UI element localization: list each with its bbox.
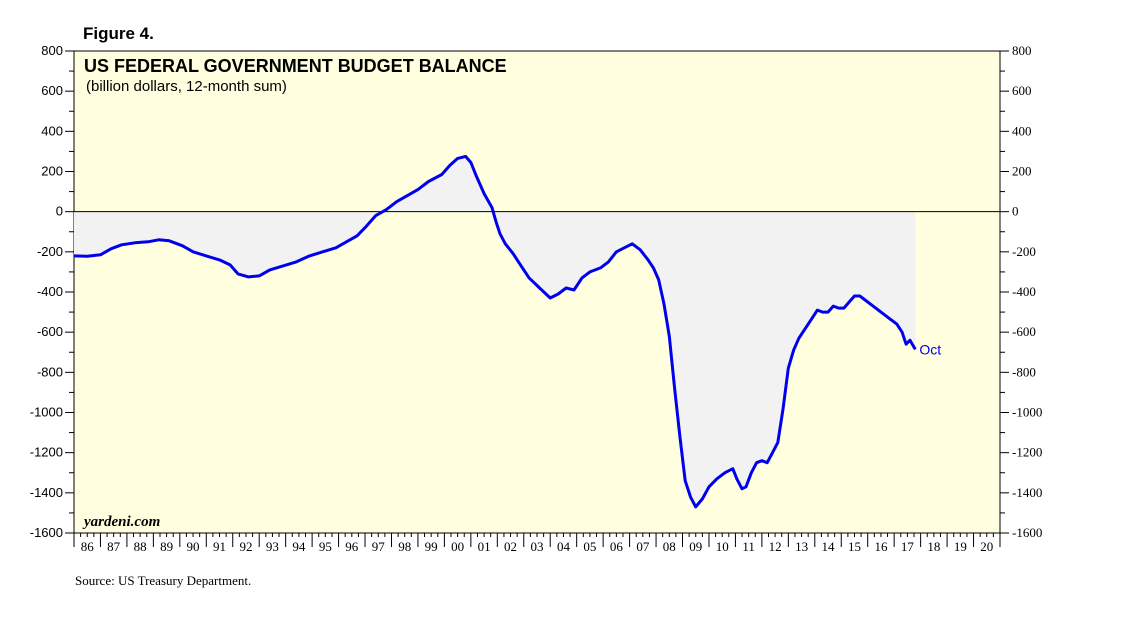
- x-tick-label: 88: [134, 539, 147, 554]
- y-tick-label-left: -800: [37, 364, 63, 379]
- deficit-area-fill: [74, 156, 916, 507]
- x-axis: 86 87 88 89 90 91 92 93 94 95 96 97 98 99 00 01 02 03 04 05…: [73, 533, 1001, 554]
- y-tick-label-right: 400: [1012, 123, 1032, 138]
- x-tick-label: 92: [239, 539, 252, 554]
- y-tick-label-left: 200: [41, 164, 63, 179]
- x-tick-label: 09: [689, 539, 702, 554]
- x-tick-label: 11: [742, 539, 755, 554]
- y-tick-label-left: -200: [37, 244, 63, 259]
- y-axis-left: 800 600 400 200 0 -200 -400 -600 -800 -1000 -1200 -…: [30, 43, 74, 540]
- y-tick-label-right: -1600: [1012, 525, 1042, 540]
- y-tick-label-right: -1000: [1012, 405, 1042, 420]
- latest-month-annotation: Oct: [919, 341, 941, 357]
- y-tick-label-left: -1000: [30, 405, 63, 420]
- y-tick-label-right: -400: [1012, 284, 1036, 299]
- x-tick-label: 06: [610, 539, 624, 554]
- x-tick-label: 19: [954, 539, 967, 554]
- y-tick-label-left: -1400: [30, 485, 63, 500]
- x-tick-label: 14: [822, 539, 836, 554]
- chart-title: US FEDERAL GOVERNMENT BUDGET BALANCE: [84, 56, 507, 76]
- x-tick-label: 02: [504, 539, 517, 554]
- y-tick-label-right: 0: [1012, 204, 1019, 219]
- x-tick-label: 99: [425, 539, 438, 554]
- x-tick-label: 07: [636, 539, 650, 554]
- y-tick-label-left: -1200: [30, 445, 63, 460]
- y-axis-right: 800 600 400 200 0 -200 -400 -600 -800 -1000 -1200 -…: [1000, 43, 1042, 540]
- x-tick-label: 16: [874, 539, 888, 554]
- x-tick-label: 03: [531, 539, 544, 554]
- series-line: [73, 154, 917, 509]
- x-tick-label: 15: [848, 539, 861, 554]
- x-tick-label: 89: [160, 539, 173, 554]
- x-tick-label: 94: [292, 539, 306, 554]
- x-tick-label: 98: [398, 539, 411, 554]
- x-tick-label: 10: [716, 539, 729, 554]
- y-tick-label-right: -800: [1012, 364, 1036, 379]
- x-tick-label: 93: [266, 539, 279, 554]
- x-tick-label: 91: [213, 539, 226, 554]
- x-tick-label: 87: [107, 539, 121, 554]
- y-tick-label-right: 800: [1012, 43, 1032, 58]
- x-tick-label: 04: [557, 539, 571, 554]
- y-tick-label-right: -1200: [1012, 445, 1042, 460]
- y-tick-label-left: 400: [41, 123, 63, 138]
- y-tick-label-right: -1400: [1012, 485, 1042, 500]
- y-tick-label-left: 800: [41, 43, 63, 58]
- x-tick-label: 01: [478, 539, 491, 554]
- figure-label: Figure 4.: [83, 24, 154, 43]
- x-tick-label: 95: [319, 539, 332, 554]
- y-tick-label-left: 600: [41, 83, 63, 98]
- y-tick-label-right: -200: [1012, 244, 1036, 259]
- y-tick-label-right: -600: [1012, 324, 1036, 339]
- x-tick-label: 20: [980, 539, 993, 554]
- y-tick-label-left: 0: [56, 204, 63, 219]
- x-tick-label: 13: [795, 539, 808, 554]
- x-tick-label: 96: [345, 539, 359, 554]
- x-tick-label: 17: [901, 539, 915, 554]
- x-tick-label: 05: [583, 539, 596, 554]
- x-tick-label: 97: [372, 539, 386, 554]
- y-tick-label-right: 600: [1012, 83, 1032, 98]
- x-tick-label: 08: [663, 539, 676, 554]
- brand-watermark: yardeni.com: [82, 514, 160, 530]
- x-tick-label: 12: [769, 539, 782, 554]
- y-tick-label-left: -400: [37, 284, 63, 299]
- y-tick-label-right: 200: [1012, 164, 1032, 179]
- x-tick-label: 90: [187, 539, 200, 554]
- y-tick-label-left: -1600: [30, 525, 63, 540]
- x-tick-label: 18: [927, 539, 940, 554]
- chart-subtitle: (billion dollars, 12-month sum): [86, 78, 287, 95]
- source-note: Source: US Treasury Department.: [75, 573, 251, 588]
- x-tick-label: 86: [81, 539, 95, 554]
- y-tick-label-left: -600: [37, 324, 63, 339]
- x-tick-label: 00: [451, 539, 464, 554]
